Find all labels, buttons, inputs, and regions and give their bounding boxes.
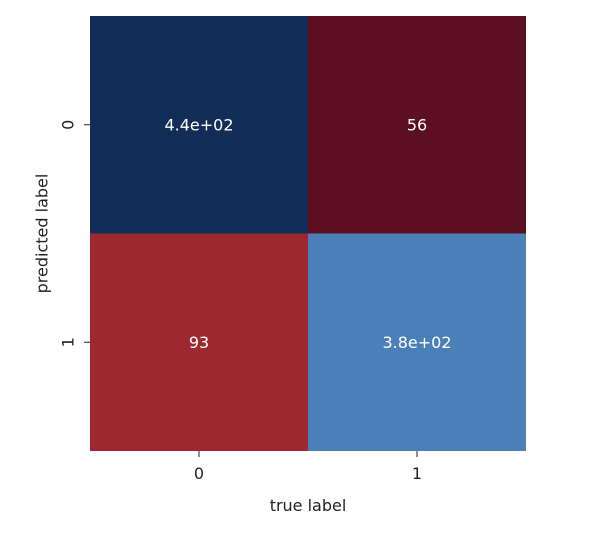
heatmap-cell-r1-c0 xyxy=(90,233,308,451)
heatmap-cells xyxy=(90,16,526,451)
y-axis-ticks: 01 xyxy=(59,120,90,347)
x-tick-label-1: 1 xyxy=(412,464,422,483)
y-axis-label: predicted label xyxy=(33,174,52,294)
cell-value-r0-c1: 56 xyxy=(407,115,427,134)
x-axis-label: true label xyxy=(270,496,347,515)
y-tick-label-0: 0 xyxy=(59,120,78,130)
y-tick-label-1: 1 xyxy=(59,337,78,347)
x-tick-label-0: 0 xyxy=(194,464,204,483)
heatmap-cell-r0-c1 xyxy=(308,16,526,234)
heatmap-cell-labels: 4.4e+02 56 93 3.8e+02 xyxy=(164,115,451,352)
cell-value-r0-c0: 4.4e+02 xyxy=(164,115,233,134)
cell-value-r1-c1: 3.8e+02 xyxy=(382,333,451,352)
cell-value-r1-c0: 93 xyxy=(189,333,209,352)
heatmap-cell-r0-c0 xyxy=(90,16,308,234)
heatmap-cell-r1-c1 xyxy=(308,233,526,451)
